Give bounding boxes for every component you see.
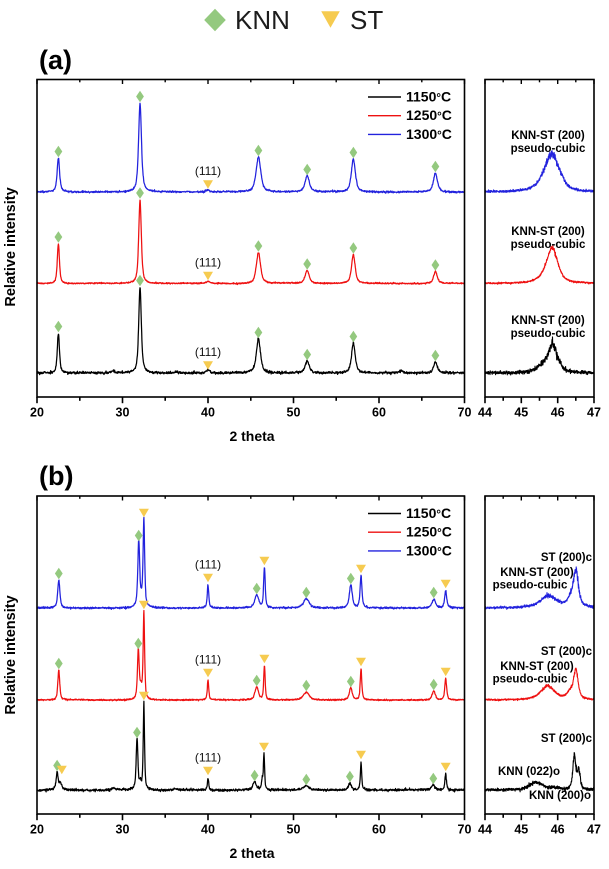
svg-text:(111): (111) (195, 164, 221, 178)
svg-text:47: 47 (587, 406, 601, 420)
svg-text:60: 60 (372, 823, 386, 837)
svg-text:44: 44 (478, 823, 492, 837)
svg-text:40: 40 (201, 406, 215, 420)
svg-text:(111): (111) (195, 345, 221, 359)
svg-text:1300°C: 1300°C (406, 126, 452, 142)
svg-text:40: 40 (201, 823, 215, 837)
svg-text:2 theta: 2 theta (229, 428, 274, 444)
svg-text:ST: ST (350, 5, 383, 35)
svg-text:pseudo-cubic: pseudo-cubic (493, 674, 568, 686)
svg-text:pseudo-cubic: pseudo-cubic (493, 580, 568, 592)
svg-text:(111): (111) (195, 558, 221, 572)
svg-text:(a): (a) (39, 45, 72, 75)
svg-text:ST (200)c: ST (200)c (541, 552, 593, 564)
svg-text:70: 70 (458, 406, 472, 420)
svg-text:30: 30 (116, 823, 130, 837)
svg-text:pseudo-cubic: pseudo-cubic (511, 143, 586, 155)
svg-text:1250°C: 1250°C (406, 107, 452, 123)
svg-text:(111): (111) (195, 256, 221, 270)
svg-text:KNN (200)o: KNN (200)o (529, 790, 591, 802)
svg-text:1250°C: 1250°C (406, 524, 452, 540)
svg-text:KNN: KNN (235, 5, 290, 35)
svg-text:KNN-ST (200): KNN-ST (200) (500, 567, 574, 579)
svg-text:1150°C: 1150°C (406, 505, 451, 521)
svg-text:Relative intensity: Relative intensity (3, 595, 19, 714)
svg-text:Relative intensity: Relative intensity (3, 187, 19, 306)
svg-text:20: 20 (30, 823, 44, 837)
svg-text:47: 47 (587, 823, 601, 837)
svg-text:44: 44 (478, 406, 492, 420)
svg-text:pseudo-cubic: pseudo-cubic (511, 328, 586, 340)
svg-text:ST (200)c: ST (200)c (541, 646, 593, 658)
svg-text:46: 46 (551, 406, 565, 420)
svg-text:KNN-ST (200): KNN-ST (200) (511, 315, 585, 327)
svg-text:50: 50 (287, 823, 301, 837)
svg-text:ST (200)c: ST (200)c (541, 733, 593, 745)
svg-text:2 theta: 2 theta (229, 845, 274, 861)
svg-text:KNN-ST (200): KNN-ST (200) (511, 130, 585, 142)
svg-text:(111): (111) (195, 653, 221, 667)
svg-text:KNN-ST (200): KNN-ST (200) (500, 661, 574, 673)
svg-text:pseudo-cubic: pseudo-cubic (511, 239, 586, 251)
svg-text:KNN-ST (200): KNN-ST (200) (511, 226, 585, 238)
svg-text:(111): (111) (195, 751, 221, 765)
svg-text:46: 46 (551, 823, 565, 837)
svg-text:1150°C: 1150°C (406, 89, 451, 105)
svg-text:20: 20 (30, 406, 44, 420)
svg-text:45: 45 (514, 823, 528, 837)
svg-text:60: 60 (372, 406, 386, 420)
svg-text:30: 30 (116, 406, 130, 420)
svg-text:70: 70 (458, 823, 472, 837)
svg-text:(b): (b) (39, 461, 73, 491)
svg-text:50: 50 (287, 406, 301, 420)
svg-text:1300°C: 1300°C (406, 542, 452, 558)
svg-text:KNN (022)o: KNN (022)o (498, 766, 560, 778)
svg-text:45: 45 (514, 406, 528, 420)
